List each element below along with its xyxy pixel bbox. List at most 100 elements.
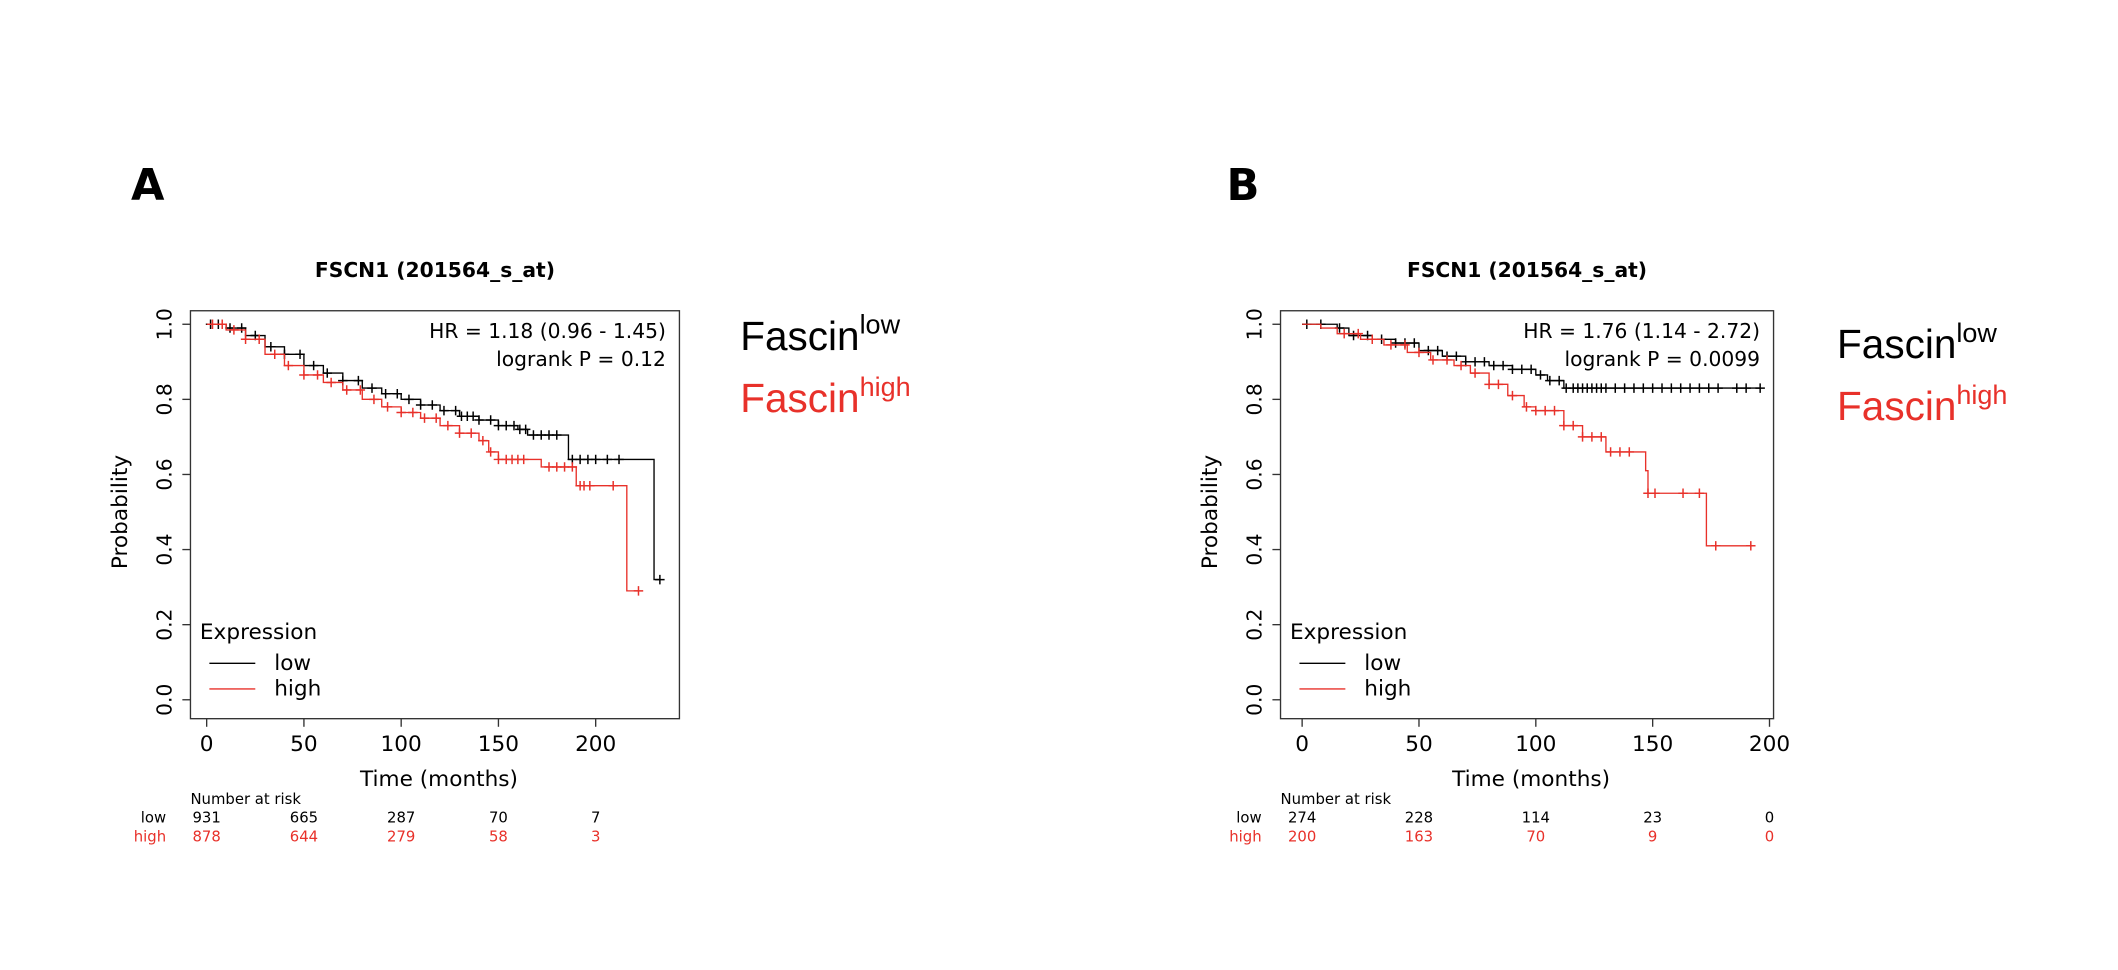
censor-mark-low — [590, 454, 601, 465]
censor-mark-low — [1535, 370, 1546, 380]
censor-mark-high — [254, 334, 264, 345]
censor-mark-high — [355, 385, 366, 395]
panel-label: A — [131, 161, 165, 211]
plot-frame — [1279, 310, 1775, 720]
censor-mark-high — [229, 325, 239, 335]
censor-mark-high — [299, 370, 309, 380]
legend-item-low: low — [274, 651, 311, 676]
risk-value-high: 0 — [1765, 828, 1774, 846]
x-tick-label: 100 — [1515, 732, 1556, 757]
censor-mark-high — [518, 454, 529, 465]
censor-mark-low — [322, 368, 332, 378]
side-label-base: Fascin — [1837, 383, 1956, 429]
censor-mark-low — [485, 415, 496, 425]
censor-mark-low — [450, 405, 461, 416]
risk-value-low: 931 — [192, 809, 220, 827]
annotation-hr: HR = 1.76 (1.14 - 2.72) — [1523, 319, 1760, 343]
x-tick-label: 200 — [575, 732, 616, 757]
legend-item-high: high — [274, 677, 321, 702]
censor-mark-high — [633, 586, 644, 596]
censor-mark-high — [1484, 379, 1494, 390]
risk-row-label-high: high — [134, 828, 166, 846]
censor-mark-high — [1605, 447, 1616, 457]
censor-mark-low — [392, 389, 403, 399]
censor-mark-low — [1432, 345, 1443, 356]
censor-mark-high — [270, 349, 280, 360]
x-tick-label: 50 — [290, 732, 317, 757]
risk-row-label-high: high — [1229, 828, 1261, 846]
risk-value-low: 228 — [1405, 809, 1433, 827]
annotation-pvalue: logrank P = 0.12 — [496, 347, 666, 371]
censor-mark-high — [1470, 368, 1480, 378]
censor-mark-high — [326, 377, 336, 388]
x-tick-label: 150 — [1632, 732, 1673, 757]
risk-value-low: 114 — [1522, 809, 1550, 827]
censor-mark-low — [520, 424, 531, 435]
censor-mark-high — [419, 413, 430, 423]
side-label-base: Fascin — [740, 313, 859, 359]
censor-mark-low — [295, 349, 305, 360]
censor-mark-high — [1549, 405, 1560, 416]
risk-row-label-low: low — [1236, 809, 1261, 827]
censor-mark-high — [585, 481, 595, 491]
censor-mark-low — [1498, 360, 1508, 371]
censor-mark-low — [427, 400, 438, 410]
risk-value-high: 878 — [192, 828, 220, 846]
y-tick-label: 0.0 — [1243, 684, 1267, 716]
panel-label: B — [1226, 161, 1259, 211]
legend-item-high: high — [1364, 677, 1411, 702]
censor-mark-low — [1423, 345, 1434, 356]
risk-value-low: 287 — [387, 809, 415, 827]
censor-mark-low — [1610, 383, 1620, 393]
censor-mark-low — [367, 383, 377, 393]
side-label-sup: high — [1956, 380, 2007, 410]
censor-mark-low — [380, 389, 391, 399]
censor-mark-high — [217, 319, 227, 329]
x-axis-label: Time (months) — [359, 767, 518, 792]
chart-title: FSCN1 (201564_s_at) — [315, 258, 555, 282]
y-tick-label: 0.4 — [1243, 533, 1267, 565]
censor-mark-high — [1678, 488, 1688, 498]
censor-mark-high — [240, 334, 251, 345]
y-tick-label: 0.6 — [153, 458, 177, 490]
censor-mark-low — [614, 454, 624, 465]
censor-mark-high — [1587, 432, 1597, 442]
censor-mark-high — [369, 394, 379, 405]
risk-value-high: 70 — [1526, 828, 1545, 846]
risk-value-high: 58 — [489, 828, 508, 846]
risk-value-low: 70 — [489, 809, 508, 827]
legend-title: Expression — [200, 620, 317, 645]
censor-mark-high — [1615, 447, 1625, 457]
censor-mark-high — [1746, 541, 1756, 551]
x-tick-label: 200 — [1749, 732, 1790, 757]
risk-table-heading: Number at risk — [190, 790, 301, 808]
side-label-high: Fascinhigh — [740, 372, 910, 421]
censor-mark-low — [1601, 383, 1611, 393]
censor-mark-high — [608, 481, 618, 491]
chart-title: FSCN1 (201564_s_at) — [1407, 258, 1647, 282]
censor-mark-high — [1540, 405, 1550, 416]
censor-mark-high — [1507, 390, 1518, 401]
censor-mark-low — [1451, 351, 1462, 361]
censor-mark-low — [1732, 383, 1742, 393]
risk-value-high: 279 — [387, 828, 415, 846]
censor-mark-high — [443, 420, 453, 431]
panel-b: B FSCN1 (201564_s_at) 0.0 0.2 0.4 0.6 0.8 1.0 Pr… — [1198, 161, 2007, 846]
censor-mark-low — [1479, 357, 1490, 367]
censor-mark-low — [655, 574, 665, 585]
censor-mark-high — [454, 428, 465, 438]
panel-a: A FSCN1 (201564_s_at) 0.0 0.2 0.4 0.6 0.8 1.0 Pr… — [108, 161, 911, 846]
risk-value-low: 274 — [1288, 809, 1316, 827]
y-tick-label: 0.2 — [153, 609, 177, 641]
censor-mark-low — [1704, 383, 1714, 393]
y-tick-label: 0.2 — [1243, 609, 1267, 641]
censor-mark-high — [1442, 355, 1452, 365]
risk-value-low: 23 — [1643, 809, 1662, 827]
x-axis-label: Time (months) — [1451, 767, 1610, 792]
censor-mark-low — [1470, 357, 1480, 367]
censor-mark-low — [1507, 364, 1518, 375]
x-tick-label: 0 — [200, 732, 214, 757]
censor-mark-high — [1521, 402, 1532, 412]
y-tick-label: 0.6 — [1243, 458, 1267, 490]
censor-mark-low — [439, 405, 449, 416]
